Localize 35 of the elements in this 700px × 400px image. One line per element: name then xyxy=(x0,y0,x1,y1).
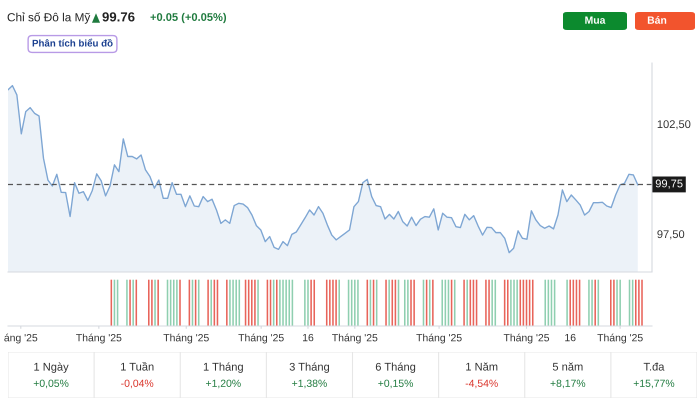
text: +1,20% xyxy=(206,380,241,388)
x-tick-label: Tháng '25 xyxy=(504,334,550,344)
y-tick-label: 102,50 xyxy=(658,120,690,130)
text: +15,77% xyxy=(634,380,674,388)
text: Bán xyxy=(648,16,666,24)
text: +0,15% xyxy=(378,380,413,388)
x-tick-label: Tháng '25 xyxy=(238,334,284,344)
category-label: T.đa xyxy=(644,362,664,371)
x-tick-label: Tháng '25 xyxy=(416,334,462,344)
text: +8,17% xyxy=(550,380,586,388)
text: +0,05% xyxy=(34,380,68,388)
ref-line-label: 99,75 xyxy=(656,180,683,189)
x-tick-label: áng '25 xyxy=(4,334,38,344)
category-label: 1 Tháng xyxy=(204,362,243,373)
category-label: 1 Tuần xyxy=(121,362,154,371)
x-tick-label: Tháng '25 xyxy=(76,334,122,344)
chart-title: Chỉ số Đô la Mỹ xyxy=(8,12,90,24)
category-label: 5 năm xyxy=(552,362,583,371)
text: -4,54% xyxy=(466,380,498,388)
y-tick-label: 97,50 xyxy=(657,230,684,240)
text: +1,38% xyxy=(292,380,327,388)
x-tick-label: Tháng '25 xyxy=(163,334,209,344)
category-label: 6 Tháng xyxy=(376,362,416,373)
text: 99.76 xyxy=(102,12,135,22)
category-label: 3 Tháng xyxy=(290,362,330,373)
text: Mua xyxy=(585,16,606,24)
x-tick-label: Tháng '25 xyxy=(597,334,643,344)
x-tick-label: Tháng '25 xyxy=(332,334,378,344)
text: +0.05 (+0.05%) xyxy=(150,12,226,24)
text: -0,04% xyxy=(121,380,154,388)
category-label: 1 Ngày xyxy=(34,362,69,373)
text: Phân tích biểu đồ xyxy=(32,38,113,47)
x-tick-label: 16 xyxy=(302,334,314,342)
x-tick-label: 16 xyxy=(565,334,576,342)
category-label: 1 Năm xyxy=(466,362,498,371)
